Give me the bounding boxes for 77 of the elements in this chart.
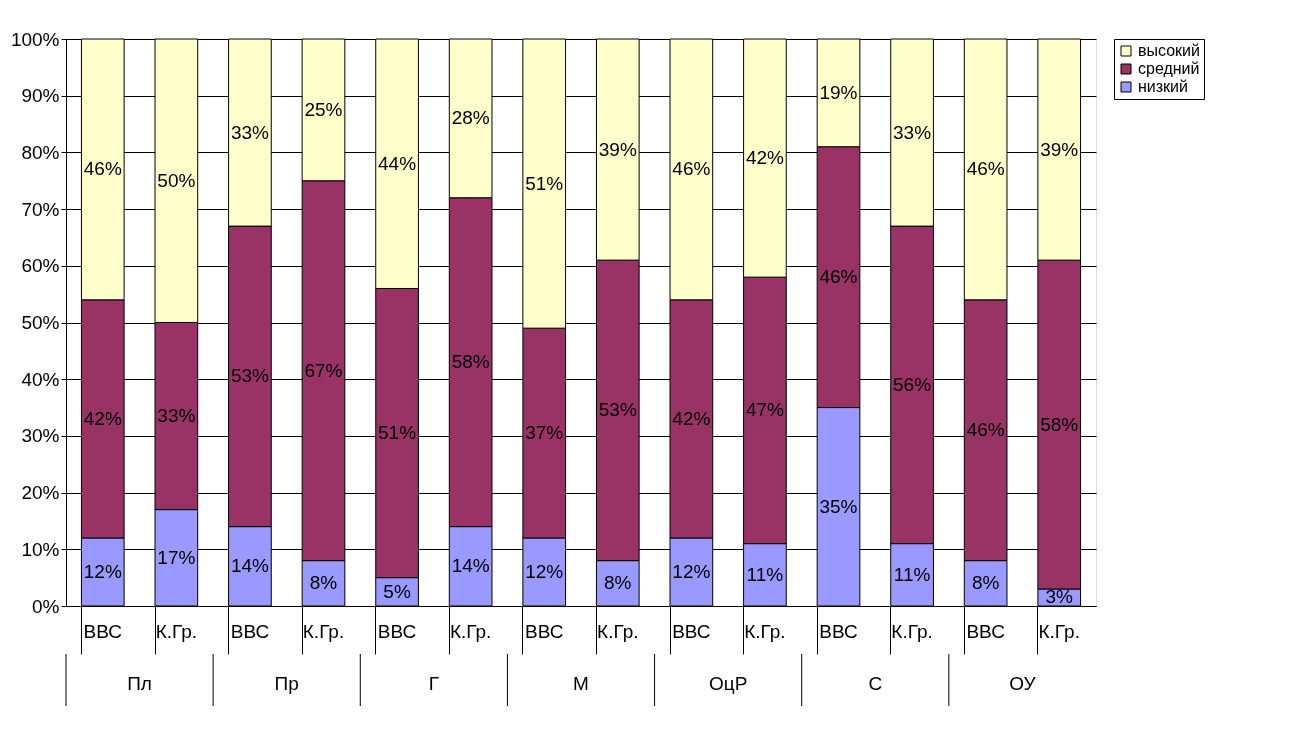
text: Пр [274, 673, 299, 694]
data-label: 11% [893, 563, 931, 585]
data-label: 67% [304, 359, 343, 381]
x-tick-label: ВВС [230, 620, 270, 642]
data-label: 37% [525, 422, 564, 444]
text: Пл [127, 673, 152, 694]
x-tick-label: К.Гр. [302, 620, 345, 642]
x-tick-label: К.Гр. [597, 620, 639, 642]
data-label: 17% [157, 546, 196, 568]
text: ОцР [708, 673, 748, 694]
legend-label: средний [1138, 60, 1200, 77]
data-label: 39% [598, 138, 637, 160]
data-label: 14% [230, 555, 270, 577]
data-label: 12% [83, 560, 122, 582]
data-label: 25% [304, 98, 343, 120]
data-label: 11% [746, 563, 784, 585]
data-label: 53% [230, 365, 270, 387]
text: С [868, 673, 883, 694]
legend-label: низкий [1138, 78, 1188, 95]
x-tick-label: К.Гр. [155, 620, 198, 642]
y-tick-label: 40% [21, 368, 60, 390]
x-tick-label: ВВС [525, 620, 564, 642]
x-tick-label: ВВС [819, 620, 858, 642]
data-label: 58% [1040, 413, 1079, 435]
data-label: 42% [745, 147, 785, 169]
y-tick-label: 100% [10, 28, 60, 50]
data-label: 3% [1045, 586, 1074, 608]
data-label: 46% [966, 158, 1005, 180]
y-tick-label: 80% [21, 141, 60, 163]
data-label: 35% [819, 495, 858, 517]
data-label: 53% [598, 399, 637, 421]
text: Г [428, 673, 440, 694]
y-tick-label: 50% [21, 312, 60, 333]
y-tick-label: 60% [21, 255, 60, 277]
data-label: 56% [893, 373, 932, 395]
text: ОУ [1009, 673, 1037, 694]
x-tick-label: ВВС [83, 620, 122, 642]
data-label: 42% [83, 407, 122, 429]
data-label: 46% [966, 419, 1005, 441]
data-label: 33% [893, 121, 932, 143]
y-tick-label: 20% [21, 482, 60, 504]
data-label: 8% [309, 572, 338, 594]
y-tick-label: 30% [21, 425, 60, 447]
data-label: 19% [819, 81, 858, 103]
data-label: 12% [525, 560, 564, 582]
data-label: 5% [383, 580, 411, 602]
data-label: 51% [378, 422, 417, 444]
x-tick-label: К.Гр. [891, 620, 933, 642]
data-label: 8% [604, 572, 632, 594]
legend-label: высокий [1138, 42, 1200, 59]
data-label: 12% [672, 560, 711, 582]
data-label: 8% [971, 572, 1000, 594]
data-label: 50% [157, 169, 196, 191]
x-tick-label: К.Гр. [449, 620, 492, 642]
data-label: 58% [451, 351, 490, 373]
text: М [573, 673, 589, 694]
data-label: 46% [672, 158, 711, 180]
x-tick-label: ВВС [966, 620, 1005, 642]
y-tick-label: 70% [21, 198, 60, 220]
data-label: 47% [745, 399, 785, 421]
data-label: 39% [1040, 138, 1079, 160]
y-tick-label: 10% [21, 538, 60, 560]
data-label: 14% [451, 555, 490, 577]
data-label: 46% [83, 158, 122, 180]
data-label: 51% [525, 172, 564, 194]
data-label: 28% [451, 107, 490, 129]
x-tick-label: К.Гр. [744, 620, 786, 642]
data-label: 33% [157, 405, 196, 427]
data-label: 46% [819, 266, 858, 288]
data-label: 42% [672, 407, 711, 429]
y-tick-label: 0% [32, 595, 60, 617]
x-tick-label: ВВС [672, 620, 711, 642]
y-tick-label: 90% [21, 85, 60, 107]
data-label: 44% [378, 152, 417, 174]
x-tick-label: К.Гр. [1038, 620, 1080, 642]
x-tick-label: ВВС [377, 620, 417, 642]
data-label: 33% [230, 121, 270, 143]
